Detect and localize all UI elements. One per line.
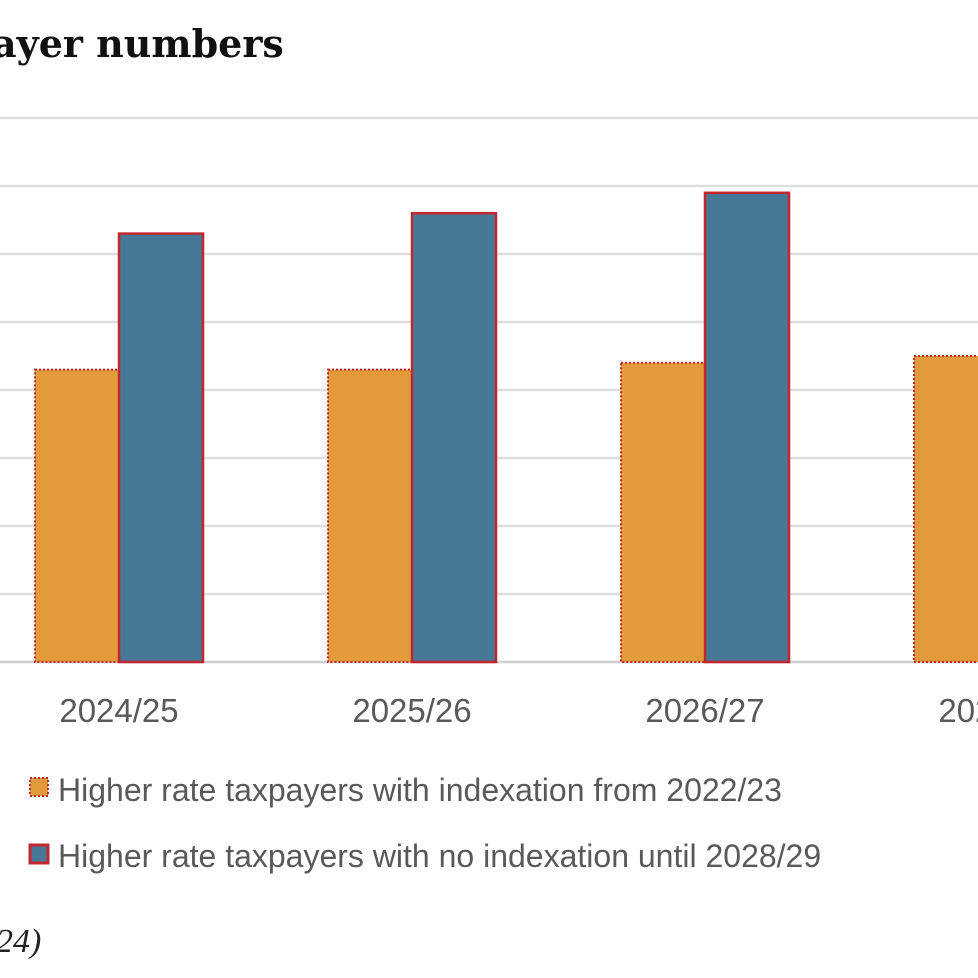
bar-2026-27-series-2 [703, 191, 791, 664]
legend-swatch-no-indexation [28, 843, 50, 865]
footnote: 24) [0, 923, 41, 960]
x-tick-label: 2025/26 [352, 692, 471, 729]
x-tick-label: 2026/27 [645, 692, 764, 729]
x-tick-label: 2024/25 [59, 692, 178, 729]
x-tick-label: 2027/28 [938, 692, 978, 729]
bar-2025-26-series-1 [327, 368, 413, 663]
bar-2025-26-series-2 [410, 211, 498, 664]
legend-label-indexation: Higher rate taxpayers with indexation fr… [58, 772, 782, 808]
legend-swatch-indexation [29, 777, 49, 797]
bar-2024-25-series-2 [117, 232, 205, 664]
legend-label-no-indexation: Higher rate taxpayers with no indexation… [58, 838, 821, 874]
bars [34, 191, 978, 664]
bar-2027-28-series-1 [913, 355, 978, 663]
bar-2024-25-series-1 [34, 368, 120, 663]
x-tick-labels: 2024/25 2025/26 2026/27 2027/28 [59, 692, 978, 729]
chart-title: ayer numbers [0, 21, 284, 66]
legend: Higher rate taxpayers with indexation fr… [28, 772, 821, 874]
bar-2026-27-series-1 [620, 361, 706, 663]
